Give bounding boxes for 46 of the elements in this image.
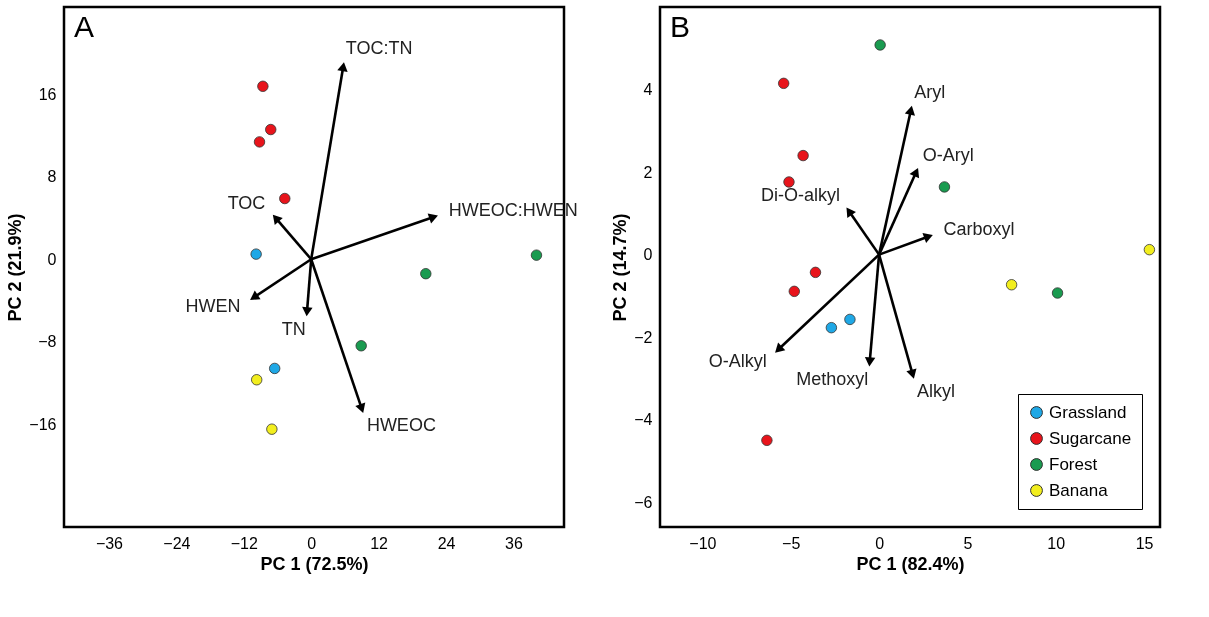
series-label: TN [281,318,306,339]
y-tick-label: −8 [38,333,57,351]
x-tick-label: 12 [370,534,389,552]
y-tick-label: 8 [47,168,57,186]
series-label: TOC [227,193,266,214]
y-axis-title: PC 2 (21.9%) [5,213,26,322]
x-axis-title: PC 1 (72.5%) [260,553,369,574]
x-tick-label: −5 [782,534,801,552]
legend-label: Sugarcane [1049,428,1132,448]
y-tick-label: 0 [47,250,57,268]
x-axis-title: PC 1 (82.4%) [856,553,965,574]
chart-title: B [670,10,691,43]
x-tick-label: −10 [689,534,717,552]
x-tick-label: 0 [875,534,885,552]
x-tick-label: −36 [95,534,124,552]
y-tick-label: 0 [643,246,653,264]
x-tick-label: −12 [230,534,258,552]
series-label: O-Aryl [922,144,974,165]
y-tick-label: 16 [38,86,57,104]
y-axis-title: PC 2 (14.7%) [610,213,631,322]
legend-label: Forest [1049,454,1098,474]
series-label: Carboxyl [943,219,1015,240]
y-tick-label: 4 [643,81,653,99]
y-tick-label: 2 [643,163,653,181]
x-tick-label: 15 [1135,534,1154,552]
series-label: TOC:TN [345,37,413,58]
x-tick-label: 0 [307,534,317,552]
y-tick-label: −6 [634,493,653,511]
series-label: HWEOC [366,414,436,435]
series-label: Di-O-alkyl [760,185,840,206]
series-label: O-Alkyl [708,350,767,371]
legend-label: Grassland [1049,402,1127,422]
series-label: HWEN [185,296,241,317]
x-tick-label: 5 [963,534,973,552]
series-label: Aryl [914,81,946,102]
legend-label: Banana [1049,480,1109,500]
x-tick-label: 36 [505,534,523,552]
y-tick-label: −4 [634,411,653,429]
y-tick-label: −16 [29,415,57,433]
x-tick-label: 10 [1047,534,1066,552]
series-label: Methoxyl [796,368,869,389]
series-label: Alkyl [916,380,955,401]
x-tick-label: −24 [163,534,191,552]
y-tick-label: −2 [634,328,653,346]
chart-title: A [74,10,95,43]
x-tick-label: 24 [437,534,456,552]
